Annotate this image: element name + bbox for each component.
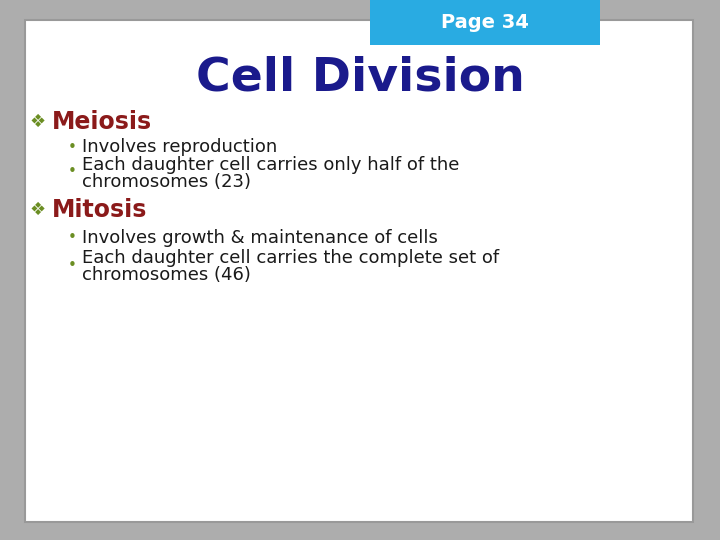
FancyBboxPatch shape xyxy=(25,20,693,522)
Text: ❖: ❖ xyxy=(30,201,46,219)
Text: Page 34: Page 34 xyxy=(441,13,529,32)
Text: •: • xyxy=(68,165,76,179)
Text: Involves reproduction: Involves reproduction xyxy=(82,138,277,156)
Text: Each daughter cell carries only half of the: Each daughter cell carries only half of … xyxy=(82,156,459,174)
Text: Each daughter cell carries the complete set of: Each daughter cell carries the complete … xyxy=(82,249,499,267)
FancyBboxPatch shape xyxy=(370,0,600,45)
Text: •: • xyxy=(68,231,76,246)
Text: Involves growth & maintenance of cells: Involves growth & maintenance of cells xyxy=(82,229,438,247)
Text: Mitosis: Mitosis xyxy=(52,198,148,222)
Text: •: • xyxy=(68,258,76,273)
Text: Cell Division: Cell Division xyxy=(196,56,524,100)
Text: Meiosis: Meiosis xyxy=(52,110,152,134)
Text: chromosomes (46): chromosomes (46) xyxy=(82,266,251,284)
Text: ❖: ❖ xyxy=(30,113,46,131)
Text: chromosomes (23): chromosomes (23) xyxy=(82,173,251,191)
Text: •: • xyxy=(68,139,76,154)
